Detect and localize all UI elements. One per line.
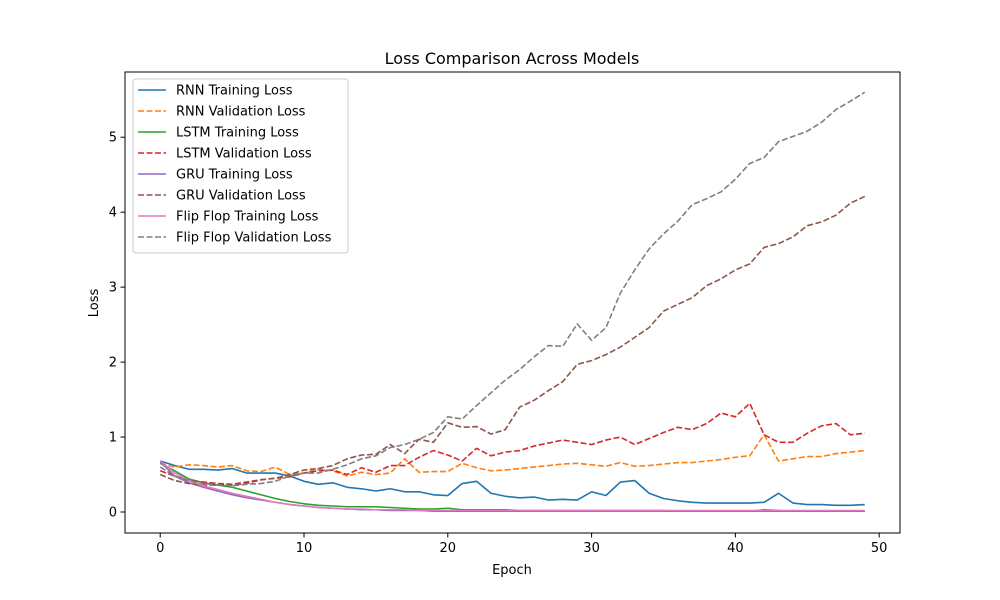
legend-label: GRU Training Loss (176, 168, 293, 183)
series-line-flip-flop-training-loss (159, 460, 865, 512)
legend-label: Flip Flop Training Loss (176, 210, 319, 225)
series-line-flip-flop-validation-loss (159, 91, 866, 487)
legend-label: LSTM Validation Loss (176, 147, 312, 162)
x-tick-label: 30 (583, 541, 600, 556)
legend-label: LSTM Training Loss (176, 126, 299, 141)
x-tick-label: 20 (440, 541, 457, 556)
y-tick-label: 1 (109, 431, 117, 446)
legend-label: GRU Validation Loss (176, 189, 306, 204)
y-tick-label: 4 (109, 206, 117, 221)
y-axis-label: Loss (87, 289, 102, 318)
x-axis-label: Epoch (492, 563, 532, 578)
legend-box (132, 78, 349, 254)
legend-label: RNN Validation Loss (176, 105, 306, 120)
chart-title: Loss Comparison Across Models (385, 49, 640, 68)
y-axis-ticks: 0 1 2 3 4 5 (109, 131, 125, 521)
y-tick-label: 0 (109, 506, 117, 521)
x-axis-ticks: 0 10 20 30 40 50 (156, 533, 887, 556)
x-tick-label: 10 (296, 541, 313, 556)
x-tick-label: 0 (156, 541, 164, 556)
x-tick-label: 50 (871, 541, 888, 556)
x-tick-label: 40 (727, 541, 744, 556)
plot-frame (124, 71, 901, 534)
legend-label: RNN Training Loss (176, 84, 293, 99)
series-line-rnn-training-loss (159, 460, 865, 507)
series-line-rnn-validation-loss (160, 433, 865, 477)
legend: RNN Training Loss RNN Validation Loss LSTM… (132, 78, 349, 254)
y-tick-label: 2 (109, 356, 117, 371)
y-tick-label: 5 (109, 131, 117, 146)
series-line-gru-validation-loss (159, 195, 866, 486)
plot-lines (159, 91, 866, 513)
y-tick-label: 3 (109, 281, 117, 296)
legend-label: Flip Flop Validation Loss (176, 231, 332, 246)
